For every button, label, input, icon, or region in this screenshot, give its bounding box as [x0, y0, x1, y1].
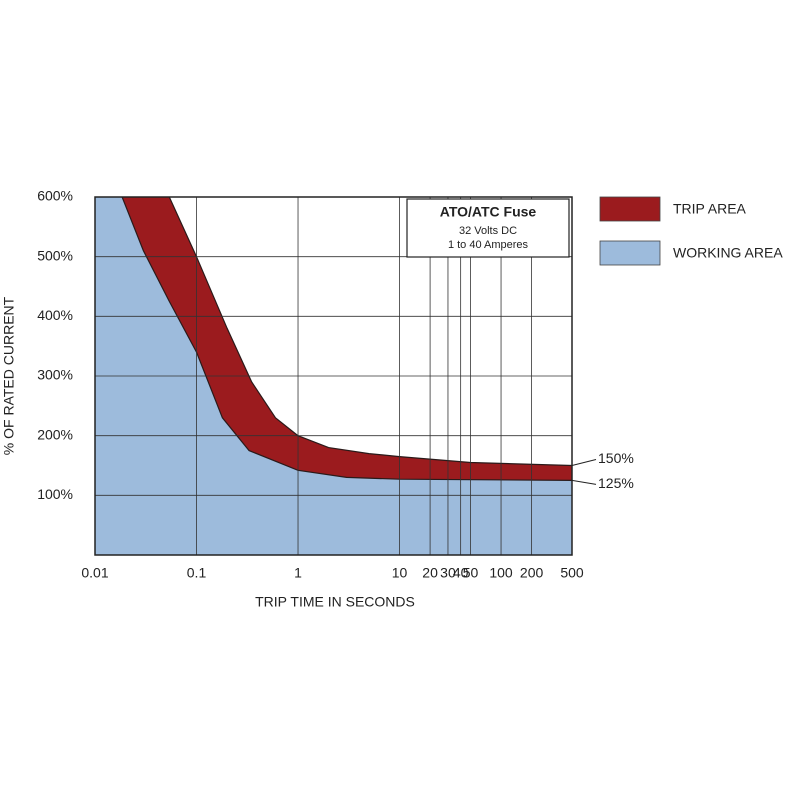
info-line: 32 Volts DC — [459, 225, 517, 237]
y-tick-label: 400% — [37, 307, 73, 323]
plot-frame — [94, 196, 573, 556]
working-area — [95, 197, 572, 555]
end-label-leader — [571, 459, 597, 466]
legend-label: WORKING AREA — [673, 245, 783, 261]
x-tick-label: 0.01 — [81, 565, 108, 581]
x-tick-label: 200 — [520, 565, 544, 581]
y-tick-label: 300% — [37, 367, 73, 383]
x-tick-label: 50 — [463, 565, 479, 581]
x-tick-label: 0.1 — [187, 565, 207, 581]
end-label: 150% — [598, 450, 634, 466]
x-tick-label: 500 — [560, 565, 584, 581]
x-tick-label: 30 — [440, 565, 456, 581]
x-tick-label: 100 — [489, 565, 513, 581]
y-axis-label: % OF RATED CURRENT — [1, 296, 17, 455]
info-title: ATO/ATC Fuse — [440, 204, 537, 220]
x-tick-label: 10 — [392, 565, 408, 581]
legend-swatch — [599, 240, 661, 266]
working-curve — [121, 196, 573, 481]
x-tick-label: 1 — [294, 565, 302, 581]
y-tick-label: 500% — [37, 247, 73, 263]
info-box — [406, 198, 570, 258]
y-tick-label: 600% — [37, 188, 73, 204]
y-tick-label: 200% — [37, 426, 73, 442]
trip-area — [122, 197, 572, 481]
x-tick-label: 40 — [453, 565, 469, 581]
x-axis-label: TRIP TIME IN SECONDS — [255, 594, 415, 610]
info-line: 1 to 40 Amperes — [448, 239, 529, 251]
legend-label: TRIP AREA — [673, 201, 747, 217]
legend-swatch — [599, 196, 661, 222]
end-label: 125% — [598, 475, 634, 491]
y-tick-label: 100% — [37, 486, 73, 502]
end-label-leader — [571, 479, 597, 485]
x-tick-label: 20 — [422, 565, 438, 581]
